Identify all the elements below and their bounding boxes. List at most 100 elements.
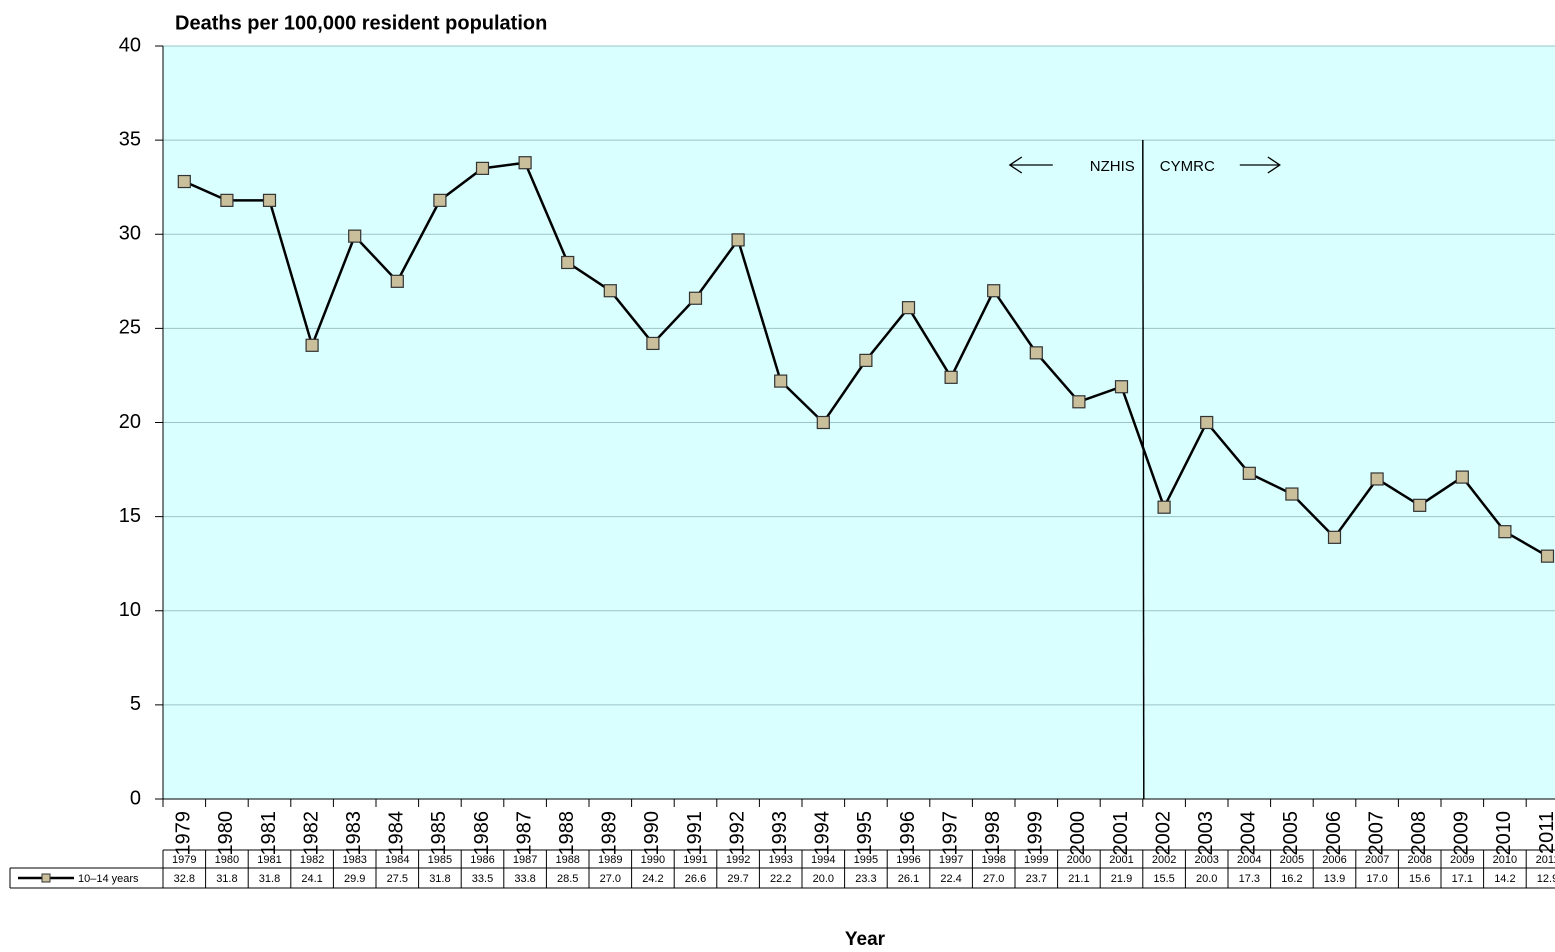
table-value: 14.2 xyxy=(1494,873,1515,885)
data-point xyxy=(475,161,490,175)
data-point xyxy=(1029,346,1043,360)
table-value: 17.1 xyxy=(1452,873,1473,885)
y-tick-label: 25 xyxy=(119,317,141,339)
data-point xyxy=(731,233,745,247)
y-tick-label: 30 xyxy=(119,223,141,245)
data-point xyxy=(1114,380,1129,394)
data-point xyxy=(177,174,191,189)
table-year: 1982 xyxy=(300,854,324,866)
table-year: 1992 xyxy=(726,854,750,866)
annotation-arrow xyxy=(1008,156,1053,174)
table-year: 2007 xyxy=(1365,854,1389,866)
data-point xyxy=(987,284,1001,298)
table-year: 1996 xyxy=(896,854,920,866)
data-point xyxy=(1455,470,1469,484)
data-point xyxy=(305,338,319,352)
table-value: 22.2 xyxy=(770,873,791,885)
x-tick-label: 1983 xyxy=(343,811,365,856)
x-tick-label: 1980 xyxy=(215,811,237,856)
x-tick-label: 2009 xyxy=(1451,811,1473,856)
table-value: 17.0 xyxy=(1366,873,1387,885)
data-point xyxy=(1285,487,1299,501)
table-value: 13.9 xyxy=(1324,873,1345,885)
table-year: 1991 xyxy=(683,854,707,866)
table-value: 12.9 xyxy=(1537,873,1555,885)
table-year: 1995 xyxy=(854,854,878,866)
data-point xyxy=(1242,466,1256,480)
x-tick-label: 1997 xyxy=(939,811,961,856)
table-year: 2002 xyxy=(1152,854,1176,866)
table-value: 31.8 xyxy=(259,873,280,885)
x-tick-label: 2011 xyxy=(1536,811,1555,854)
data-point xyxy=(774,374,788,388)
table-value: 26.1 xyxy=(898,873,919,885)
table-year: 1994 xyxy=(811,854,835,866)
x-tick-label: 2006 xyxy=(1323,811,1345,856)
x-tick-label: 2010 xyxy=(1493,811,1515,856)
table-year: 2008 xyxy=(1407,854,1431,866)
table-value: 23.7 xyxy=(1026,873,1047,885)
x-tick-label: 2007 xyxy=(1365,811,1387,856)
table-year: 2011 xyxy=(1536,854,1555,866)
annotation: NZHIS xyxy=(1090,158,1135,175)
x-tick-label: 1994 xyxy=(812,811,834,856)
table-value: 24.2 xyxy=(642,873,663,885)
table-value: 21.9 xyxy=(1111,873,1132,885)
y-tick-label: 35 xyxy=(119,128,141,150)
table-value: 31.8 xyxy=(216,873,237,885)
table-year: 2005 xyxy=(1280,854,1304,866)
annotation: CYMRC xyxy=(1160,158,1215,175)
data-point xyxy=(1498,525,1512,539)
data-point xyxy=(561,255,575,270)
table-value: 27.0 xyxy=(600,873,621,885)
data-point xyxy=(859,353,873,367)
table-year: 1986 xyxy=(470,854,494,866)
table-value: 33.8 xyxy=(514,873,535,885)
data-point xyxy=(348,229,362,243)
table-value: 29.9 xyxy=(344,873,365,885)
table-year: 1989 xyxy=(598,854,622,866)
data-point xyxy=(816,415,830,430)
table-year: 1998 xyxy=(981,854,1005,866)
x-tick-label: 1979 xyxy=(173,811,195,856)
x-tick-label: 2004 xyxy=(1238,811,1260,856)
data-point xyxy=(944,370,958,384)
table-year: 1979 xyxy=(172,854,196,866)
x-tick-label: 1993 xyxy=(769,811,791,856)
x-tick-label: 1988 xyxy=(556,811,578,856)
table-value: 29.7 xyxy=(727,873,748,885)
x-tick-label: 1991 xyxy=(684,811,706,856)
x-tick-label: 1998 xyxy=(982,811,1004,856)
legend-marker xyxy=(41,873,51,883)
data-point xyxy=(390,274,404,288)
table-year: 1999 xyxy=(1024,854,1048,866)
data-point xyxy=(1370,472,1384,486)
x-tick-label: 1989 xyxy=(599,811,621,856)
x-tick-label: 1995 xyxy=(854,811,876,856)
x-tick-label: 1984 xyxy=(386,811,408,856)
table-value: 27.5 xyxy=(387,873,408,885)
table-year: 1980 xyxy=(215,854,239,866)
x-tick-label: 1981 xyxy=(258,811,280,856)
table-year: 2009 xyxy=(1450,854,1474,866)
table-value: 15.6 xyxy=(1409,873,1430,885)
x-tick-label: 2002 xyxy=(1152,811,1174,856)
y-tick-label: 15 xyxy=(119,505,141,527)
table-year: 1983 xyxy=(342,854,366,866)
table-value: 17.3 xyxy=(1239,873,1260,885)
data-point xyxy=(688,291,703,305)
table-value: 23.3 xyxy=(855,873,876,885)
table-year: 1981 xyxy=(257,854,281,866)
data-point xyxy=(1200,415,1214,430)
data-point xyxy=(901,301,916,315)
table-value: 31.8 xyxy=(429,873,450,885)
table-value: 21.1 xyxy=(1068,873,1089,885)
table-value: 27.0 xyxy=(983,873,1004,885)
table-value: 28.5 xyxy=(557,873,578,885)
y-tick-label: 20 xyxy=(119,411,141,433)
x-tick-label: 1992 xyxy=(726,811,748,856)
table-value: 20.0 xyxy=(1196,873,1217,885)
table-value: 24.1 xyxy=(301,873,322,885)
